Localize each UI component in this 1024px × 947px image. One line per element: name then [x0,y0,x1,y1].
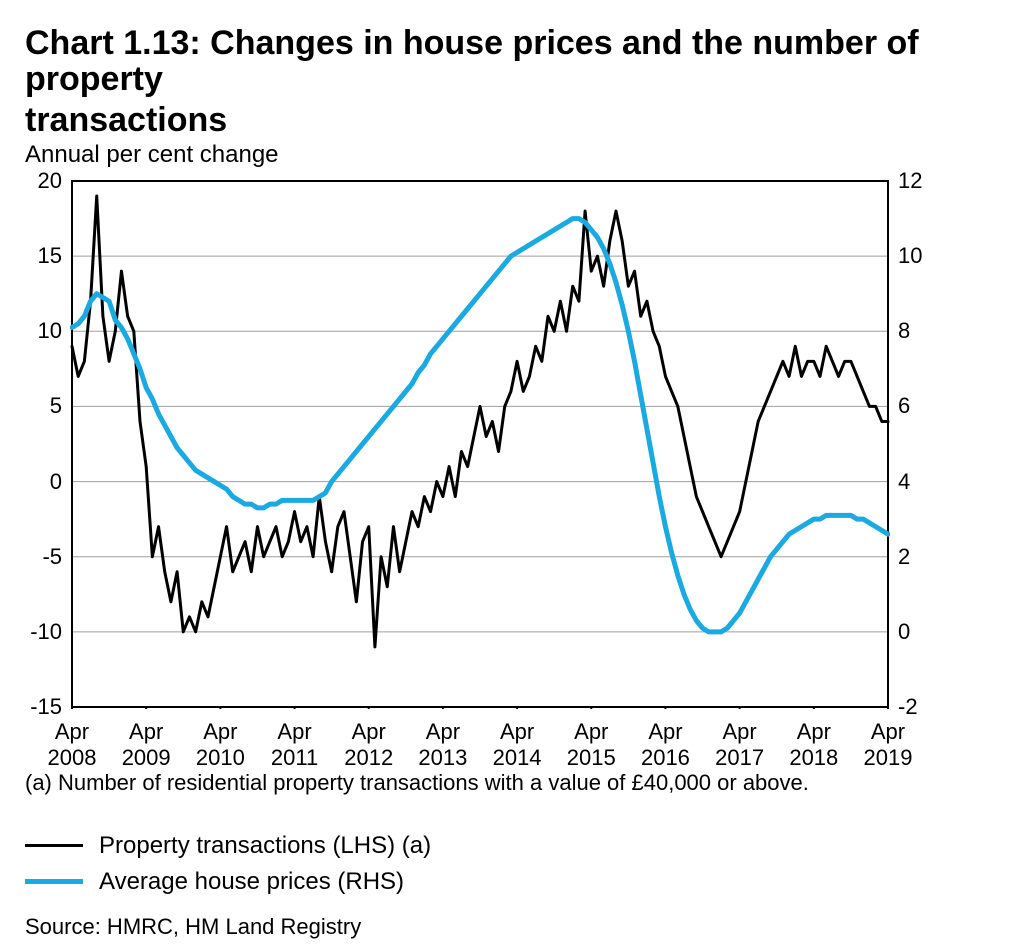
chart-legend: Property transactions (LHS) (a) Average … [25,832,999,896]
y-axis-right-label: 10 [890,243,948,269]
x-axis-label: Apr2014 [477,709,557,771]
chart-title-line1: Chart 1.13: Changes in house prices and … [25,26,999,97]
chart-footnote: (a) Number of residential property trans… [25,769,999,797]
x-axis-label: Apr2009 [106,709,186,771]
x-axis-label: Apr2011 [255,709,335,771]
y-axis-right-label: 2 [890,544,948,570]
legend-label-transactions: Property transactions (LHS) (a) [99,832,431,860]
x-axis-label: Apr2012 [329,709,409,771]
x-axis-label: Apr2018 [774,709,854,771]
chart-title-line2: transactions [25,103,999,139]
y-axis-right-label: 0 [890,619,948,645]
x-axis-label: Apr2017 [700,709,780,771]
x-axis-label: Apr2013 [403,709,483,771]
y-axis-left-label: 15 [12,243,70,269]
y-axis-right-label: 6 [890,393,948,419]
y-axis-left-label: 20 [12,168,70,194]
y-axis-left-label: 5 [12,393,70,419]
y-axis-left-label: -5 [12,544,70,570]
x-axis-label: Apr2015 [551,709,631,771]
y-axis-right-label: 8 [890,318,948,344]
y-axis-left-label: 0 [12,469,70,495]
y-axis-left-label: -10 [12,619,70,645]
line-chart [70,179,890,709]
x-axis-label: Apr2016 [625,709,705,771]
chart-subtitle: Annual per cent change [25,141,999,169]
chart-source: Source: HMRC, HM Land Registry [25,914,999,940]
legend-item-house-prices: Average house prices (RHS) [25,868,999,896]
y-axis-right-label: 4 [890,469,948,495]
y-axis-left-label: 10 [12,318,70,344]
legend-swatch-black [25,844,83,847]
legend-label-house-prices: Average house prices (RHS) [99,868,404,896]
x-axis-label: Apr2019 [848,709,928,771]
legend-item-transactions: Property transactions (LHS) (a) [25,832,999,860]
legend-swatch-blue [25,879,83,884]
x-axis-label: Apr2008 [32,709,112,771]
chart-area: -15-10-505101520 -2024681012 Apr2008Apr2… [70,179,890,709]
y-axis-right-label: 12 [890,168,948,194]
x-axis-label: Apr2010 [180,709,260,771]
